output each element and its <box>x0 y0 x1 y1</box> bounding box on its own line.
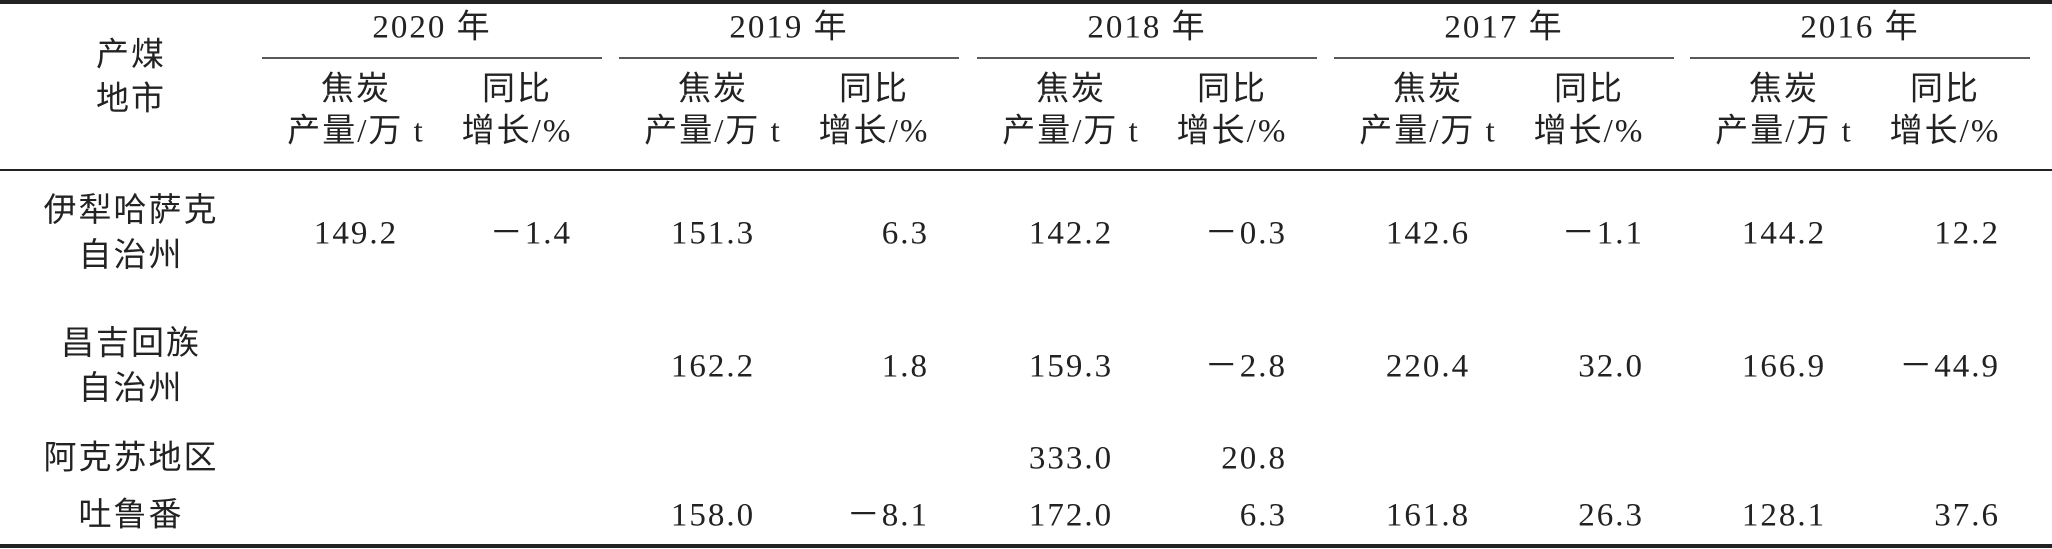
row-name: 伊犁哈萨克 <box>44 192 219 229</box>
sub-header: 增长/% <box>1534 113 1645 150</box>
row-name: 自治州 <box>79 370 184 407</box>
sub-header: 焦炭 <box>321 71 391 108</box>
cell: 162.2 <box>671 349 755 385</box>
sub-header: 同比 <box>1910 72 1980 108</box>
sub-header: 焦炭 <box>1393 71 1463 108</box>
cell: 161.8 <box>1386 498 1470 534</box>
row-name: 阿克苏地区 <box>44 440 219 477</box>
sub-header: 增长/% <box>462 113 573 150</box>
sub-header: 产量/万 t <box>1715 113 1853 150</box>
cell: 144.2 <box>1742 216 1826 252</box>
cell: 149.2 <box>314 216 398 252</box>
cell: 20.8 <box>1221 441 1287 477</box>
sub-header: 产量/万 t <box>644 113 782 150</box>
year-header: 2018 年 <box>1087 9 1206 46</box>
cell: 6.3 <box>882 216 929 252</box>
cell: －1.4 <box>490 216 572 252</box>
year-header: 2020 年 <box>372 9 491 46</box>
sub-header: 焦炭 <box>1036 71 1106 108</box>
sub-header: 同比 <box>482 72 552 108</box>
cell: 151.3 <box>671 216 755 252</box>
cell: 333.0 <box>1029 441 1113 477</box>
cell: －0.3 <box>1205 216 1287 252</box>
sub-header: 产量/万 t <box>287 113 425 150</box>
cell: －8.1 <box>847 498 929 534</box>
sub-header: 同比 <box>1197 72 1267 108</box>
corner-label: 地市 <box>96 81 166 118</box>
sub-header: 同比 <box>839 72 909 108</box>
sub-header: 增长/% <box>1890 113 2001 150</box>
cell: －1.1 <box>1562 216 1644 252</box>
cell: －44.9 <box>1899 349 2000 385</box>
cell: 128.1 <box>1742 498 1826 534</box>
cell: 37.6 <box>1934 498 2000 534</box>
cell: 166.9 <box>1742 349 1826 385</box>
sub-header: 产量/万 t <box>1002 113 1140 150</box>
cell: 12.2 <box>1934 216 2000 252</box>
cell: 172.0 <box>1029 498 1113 534</box>
corner-label: 产煤 <box>96 37 166 74</box>
sub-header: 增长/% <box>819 113 930 150</box>
cell: 159.3 <box>1029 349 1113 385</box>
row-name: 吐鲁番 <box>79 497 184 534</box>
sub-header: 焦炭 <box>1749 71 1819 108</box>
sub-header: 增长/% <box>1177 113 1288 150</box>
cell: 1.8 <box>882 349 929 385</box>
row-name: 昌吉回族 <box>61 325 201 362</box>
year-header: 2019 年 <box>729 9 848 46</box>
sub-header: 焦炭 <box>678 71 748 108</box>
cell: 6.3 <box>1240 498 1287 534</box>
cell: 220.4 <box>1386 349 1470 385</box>
cell: 26.3 <box>1578 498 1644 534</box>
sub-header: 产量/万 t <box>1359 113 1497 150</box>
year-header: 2016 年 <box>1800 9 1919 46</box>
cell: 142.2 <box>1029 216 1113 252</box>
cell: 142.6 <box>1386 216 1470 252</box>
row-name: 自治州 <box>79 237 184 274</box>
year-header: 2017 年 <box>1444 9 1563 46</box>
cell: 32.0 <box>1578 349 1644 385</box>
cell: 158.0 <box>671 498 755 534</box>
sub-header: 同比 <box>1554 72 1624 108</box>
cell: －2.8 <box>1205 349 1287 385</box>
